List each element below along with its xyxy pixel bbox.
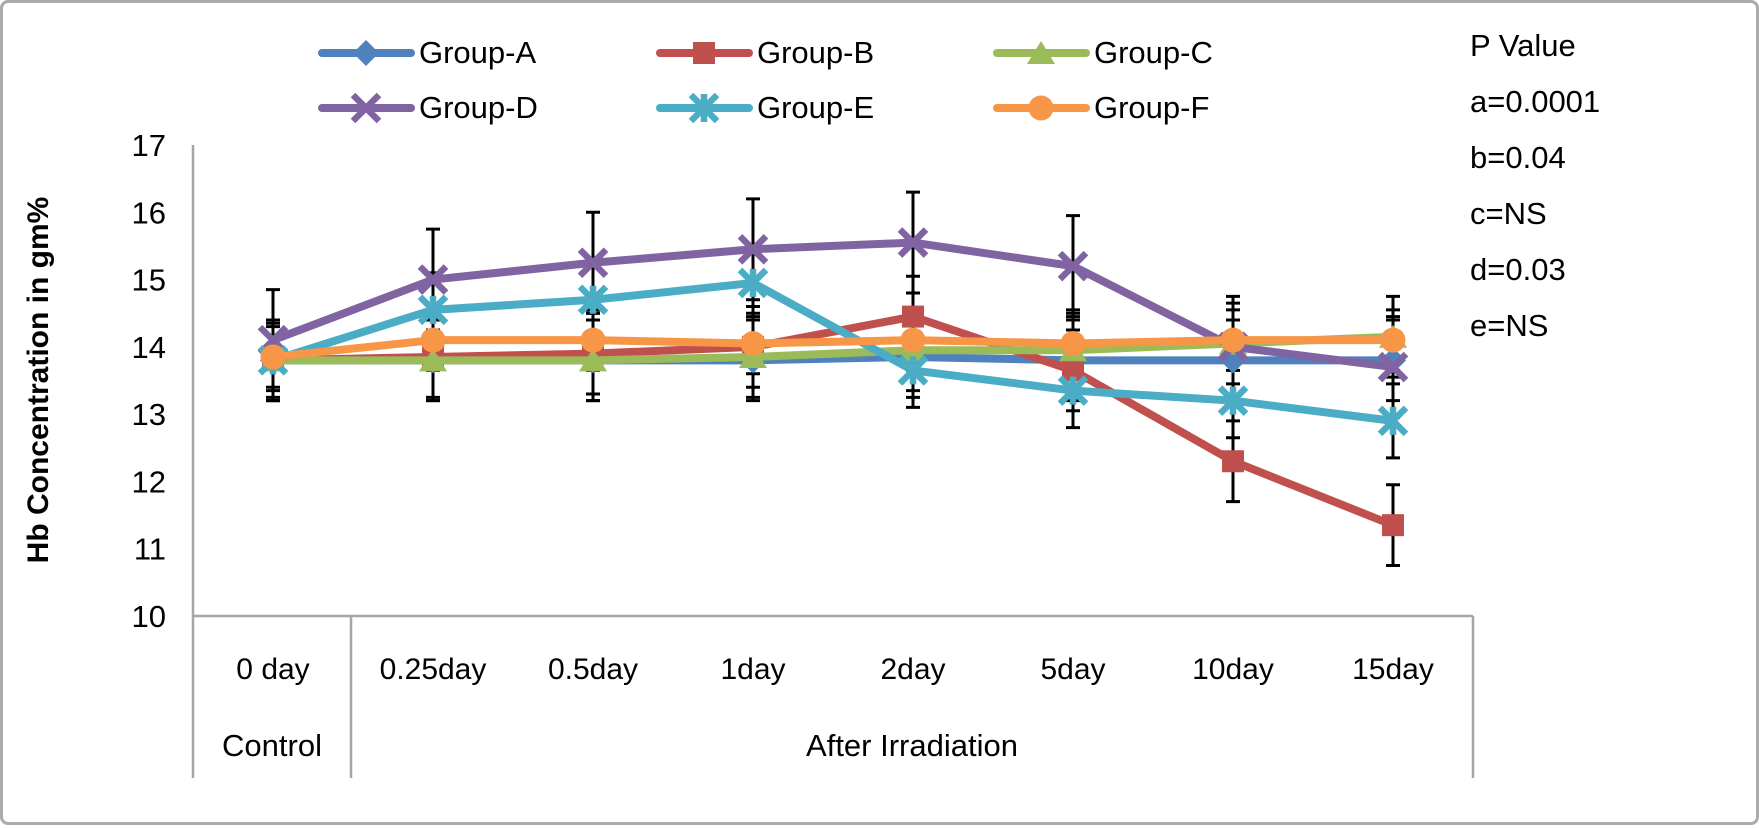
series-marker-group-d <box>417 264 449 295</box>
series-marker-group-d <box>897 227 929 258</box>
series-line-group-f <box>269 336 1397 361</box>
legend-label: Group-E <box>757 90 875 125</box>
series-marker-group-d <box>1057 250 1089 282</box>
legend-marker-group-a <box>353 40 379 66</box>
x-group-label: After Irradiation <box>806 728 1018 763</box>
series-marker-group-f <box>580 327 606 353</box>
series-marker-group-f <box>420 327 446 353</box>
series-marker-group-f <box>900 327 926 353</box>
y-tick-label: 10 <box>132 599 166 634</box>
legend-marker-group-a-icon <box>318 40 415 66</box>
series-marker-group-f <box>740 330 766 356</box>
y-tick-label: 14 <box>132 330 166 365</box>
y-tick-label: 11 <box>134 532 166 567</box>
series-marker-group-b <box>902 305 924 328</box>
series-marker-group-f <box>260 344 286 370</box>
legend-marker-group-e <box>688 92 720 124</box>
legend-label: Group-D <box>419 90 538 125</box>
legend-entry-group-f: Group-F <box>993 88 1209 128</box>
series-marker-group-f <box>1220 327 1246 353</box>
series-marker-group-f <box>1380 327 1406 353</box>
p-value-line-0: a=0.0001 <box>1470 84 1601 119</box>
x-category-label: 0 day <box>236 653 309 686</box>
series-marker-group-e <box>1057 375 1089 406</box>
legend-marker-group-c-icon <box>993 41 1090 64</box>
legend-marker-group-f <box>1028 95 1054 121</box>
x-category-label: 0.25day <box>380 653 487 686</box>
y-axis-title: Hb Concentration in gm% <box>22 196 55 564</box>
series-marker-group-e <box>417 294 449 326</box>
x-group-label: Control <box>222 728 322 763</box>
series-marker-group-b <box>1222 450 1244 473</box>
x-category-label: 5day <box>1040 653 1105 686</box>
legend-marker-group-b-icon <box>656 42 753 64</box>
series-marker-group-d <box>577 247 609 279</box>
series-marker-group-c <box>739 344 767 368</box>
legend-label: Group-F <box>1094 90 1210 125</box>
y-tick-label: 16 <box>132 195 166 230</box>
p-value-annotation: P Value a=0.0001 b=0.04 c=NS d=0.03 e=NS <box>1470 18 1600 354</box>
series-marker-group-e <box>577 284 609 316</box>
line-chart-canvas: 10 11 12 13 14 15 16 17 0 day 0.25day 0.5day 1day 2d… <box>132 128 1475 778</box>
p-value-title: P Value <box>1470 28 1576 63</box>
series-marker-group-c <box>579 348 607 372</box>
x-category-label: 0.5day <box>548 653 638 686</box>
series-marker-group-e <box>1377 405 1409 437</box>
x-category-label: 10day <box>1192 653 1274 686</box>
series-marker-group-e <box>737 267 769 299</box>
p-value-line-4: e=NS <box>1470 308 1549 343</box>
x-category-label: 2day <box>880 653 945 686</box>
legend-label: Group-C <box>1094 35 1213 70</box>
y-tick-label: 17 <box>132 128 166 163</box>
legend-label: Group-A <box>419 35 537 70</box>
x-category-label: 1day <box>720 653 785 686</box>
y-tick-label: 12 <box>132 464 166 499</box>
y-tick-label: 15 <box>132 263 166 298</box>
legend-marker-group-d-icon <box>318 92 415 124</box>
series-marker-group-c <box>419 348 447 372</box>
legend-entry-group-b: Group-B <box>656 33 874 73</box>
series-marker-group-d <box>737 233 769 265</box>
legend-marker-group-d <box>350 92 382 124</box>
legend-entry-group-c: Group-C <box>993 33 1213 73</box>
series-marker-group-d <box>1377 351 1409 383</box>
legend-entry-group-e: Group-E <box>656 88 874 128</box>
p-value-line-3: d=0.03 <box>1470 252 1566 287</box>
series-marker-group-b <box>1062 359 1084 382</box>
legend-marker-group-c <box>1027 41 1055 64</box>
legend-marker-group-f-icon <box>993 95 1090 121</box>
legend-entry-group-d: Group-D <box>318 88 538 128</box>
p-value-line-2: c=NS <box>1470 196 1547 231</box>
y-tick-label: 13 <box>132 397 166 432</box>
series-marker-group-b <box>1382 514 1404 537</box>
legend-marker-group-e-icon <box>656 92 753 124</box>
series-line-group-d <box>269 238 1397 372</box>
p-value-line-1: b=0.04 <box>1470 140 1566 175</box>
series-marker-group-e <box>1217 385 1249 416</box>
x-category-label: 15day <box>1352 653 1434 686</box>
legend-label: Group-B <box>757 35 875 70</box>
legend-marker-group-b <box>693 42 715 64</box>
legend-entry-group-a: Group-A <box>318 33 536 73</box>
series-marker-group-e <box>897 355 929 386</box>
series-line-group-e <box>269 278 1397 425</box>
series-marker-group-f <box>1060 330 1086 356</box>
